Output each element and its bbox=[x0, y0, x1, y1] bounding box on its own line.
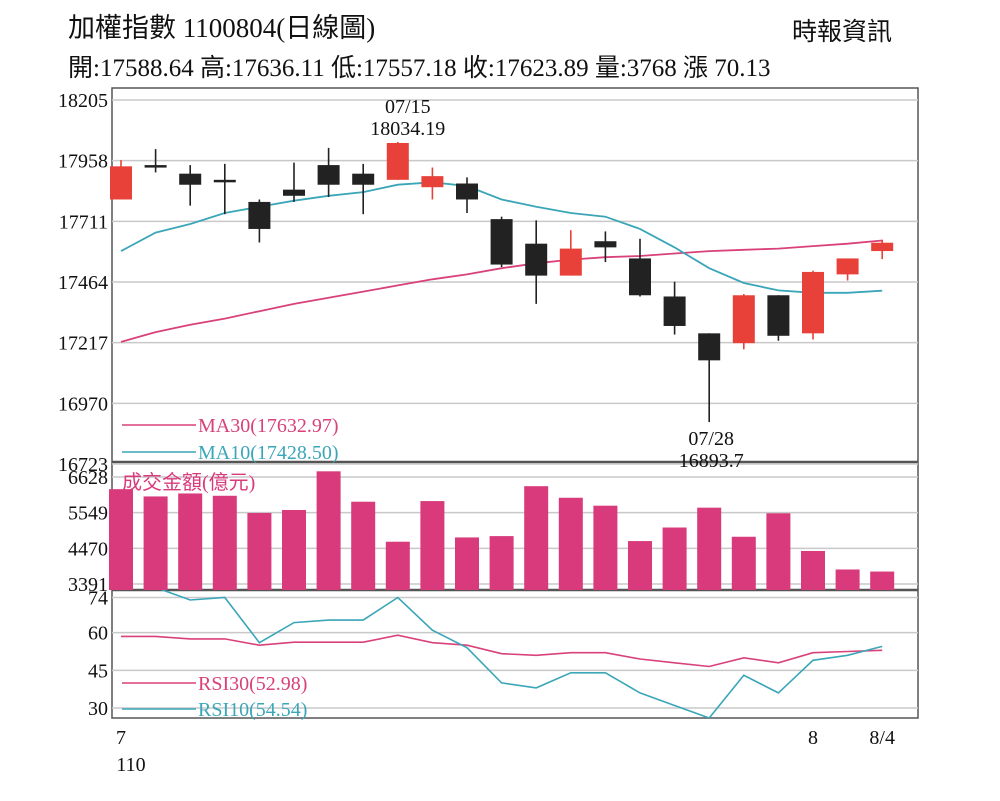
candle-body bbox=[179, 173, 202, 185]
volume-bar bbox=[628, 541, 652, 590]
candle-body bbox=[525, 243, 548, 276]
price-tick-label: 17464 bbox=[58, 272, 108, 294]
volume-tick-label: 6628 bbox=[68, 467, 108, 489]
rsi-tick-label: 60 bbox=[88, 623, 108, 645]
candle-body bbox=[767, 295, 790, 336]
x-tick-label: 8 bbox=[808, 727, 818, 749]
volume-bar bbox=[178, 493, 203, 590]
volume-bar bbox=[143, 496, 168, 590]
candle-body bbox=[248, 201, 271, 229]
candle-body bbox=[663, 296, 686, 326]
volume-bar bbox=[697, 507, 722, 590]
volume-tick-label: 3391 bbox=[68, 574, 108, 596]
volume-tick-label: 5549 bbox=[68, 503, 108, 525]
candle-body bbox=[594, 241, 617, 248]
candle-body bbox=[110, 166, 132, 200]
candle-body bbox=[802, 271, 824, 334]
rsi-tick-label: 45 bbox=[88, 660, 108, 682]
volume-bar bbox=[420, 501, 445, 590]
volume-bar bbox=[489, 536, 514, 590]
volume-bar bbox=[455, 537, 479, 590]
candle-body bbox=[490, 219, 513, 265]
candle-body bbox=[352, 173, 375, 185]
high-date-label: 07/15 bbox=[385, 96, 431, 118]
ma10-legend-label: MA10(17428.50) bbox=[198, 442, 339, 464]
rsi30-line bbox=[121, 634, 883, 668]
candle-body bbox=[317, 165, 340, 185]
rsi-tick-label: 30 bbox=[88, 698, 108, 720]
price-tick-label: 17217 bbox=[58, 333, 108, 355]
candle-body bbox=[836, 258, 859, 275]
volume-bar bbox=[524, 486, 549, 590]
candle-body bbox=[698, 333, 721, 361]
candle-body bbox=[871, 242, 894, 252]
x-tick-label: 8/4 bbox=[869, 727, 895, 749]
volume-bar bbox=[351, 501, 376, 590]
rsi30-legend-label: RSI30(52.98) bbox=[198, 673, 307, 695]
volume-bar bbox=[385, 541, 410, 590]
candle-body bbox=[283, 189, 305, 196]
price-tick-label: 17711 bbox=[59, 211, 108, 233]
candle-body bbox=[732, 295, 755, 344]
volume-bar bbox=[766, 513, 791, 590]
volume-bar bbox=[558, 497, 583, 590]
low-value-label: 16893.7 bbox=[679, 450, 744, 472]
volume-bar bbox=[835, 569, 860, 590]
candle-body bbox=[421, 176, 444, 188]
volume-bar bbox=[731, 536, 756, 590]
source-label: 時報資訊 bbox=[792, 19, 893, 46]
low-date-label: 07/28 bbox=[688, 428, 734, 450]
candle-body bbox=[213, 179, 236, 183]
candle-body bbox=[559, 248, 582, 276]
ma30-line bbox=[120, 239, 883, 343]
rsi10-legend-label: RSI10(54.54) bbox=[198, 699, 307, 721]
volume-bar bbox=[109, 489, 133, 590]
volume-bar bbox=[662, 527, 687, 590]
ma10-line bbox=[120, 181, 883, 294]
volume-bar bbox=[247, 512, 272, 590]
x-tick-label: 7 bbox=[116, 727, 126, 749]
price-tick-label: 16723 bbox=[58, 454, 108, 476]
price-tick-label: 18205 bbox=[58, 90, 108, 112]
volume-title: 成交金額(億元) bbox=[122, 471, 255, 494]
volume-bar bbox=[316, 471, 341, 590]
high-value-label: 18034.19 bbox=[370, 118, 445, 140]
ohlc-summary: 開:17588.64 高:17636.11 低:17557.18 收:17623… bbox=[68, 55, 771, 82]
price-tick-label: 16970 bbox=[58, 393, 108, 415]
chart-title: 加權指數 1100804(日線圖) bbox=[68, 13, 376, 43]
ma30-legend-label: MA30(17632.97) bbox=[198, 415, 339, 437]
volume-bar bbox=[593, 505, 618, 590]
candle-body bbox=[144, 165, 167, 168]
volume-bar bbox=[282, 509, 306, 590]
candle-body bbox=[456, 183, 478, 200]
rsi-tick-label: 74 bbox=[88, 588, 108, 610]
volume-bar bbox=[801, 550, 825, 590]
price-tick-label: 17958 bbox=[58, 151, 108, 173]
volume-bar bbox=[870, 571, 895, 590]
candle-body bbox=[386, 142, 409, 180]
candle-body bbox=[629, 258, 651, 296]
rsi10-line bbox=[160, 590, 883, 718]
x-year-label: 110 bbox=[116, 754, 145, 776]
volume-tick-label: 4470 bbox=[68, 538, 108, 560]
volume-bar bbox=[212, 495, 237, 590]
